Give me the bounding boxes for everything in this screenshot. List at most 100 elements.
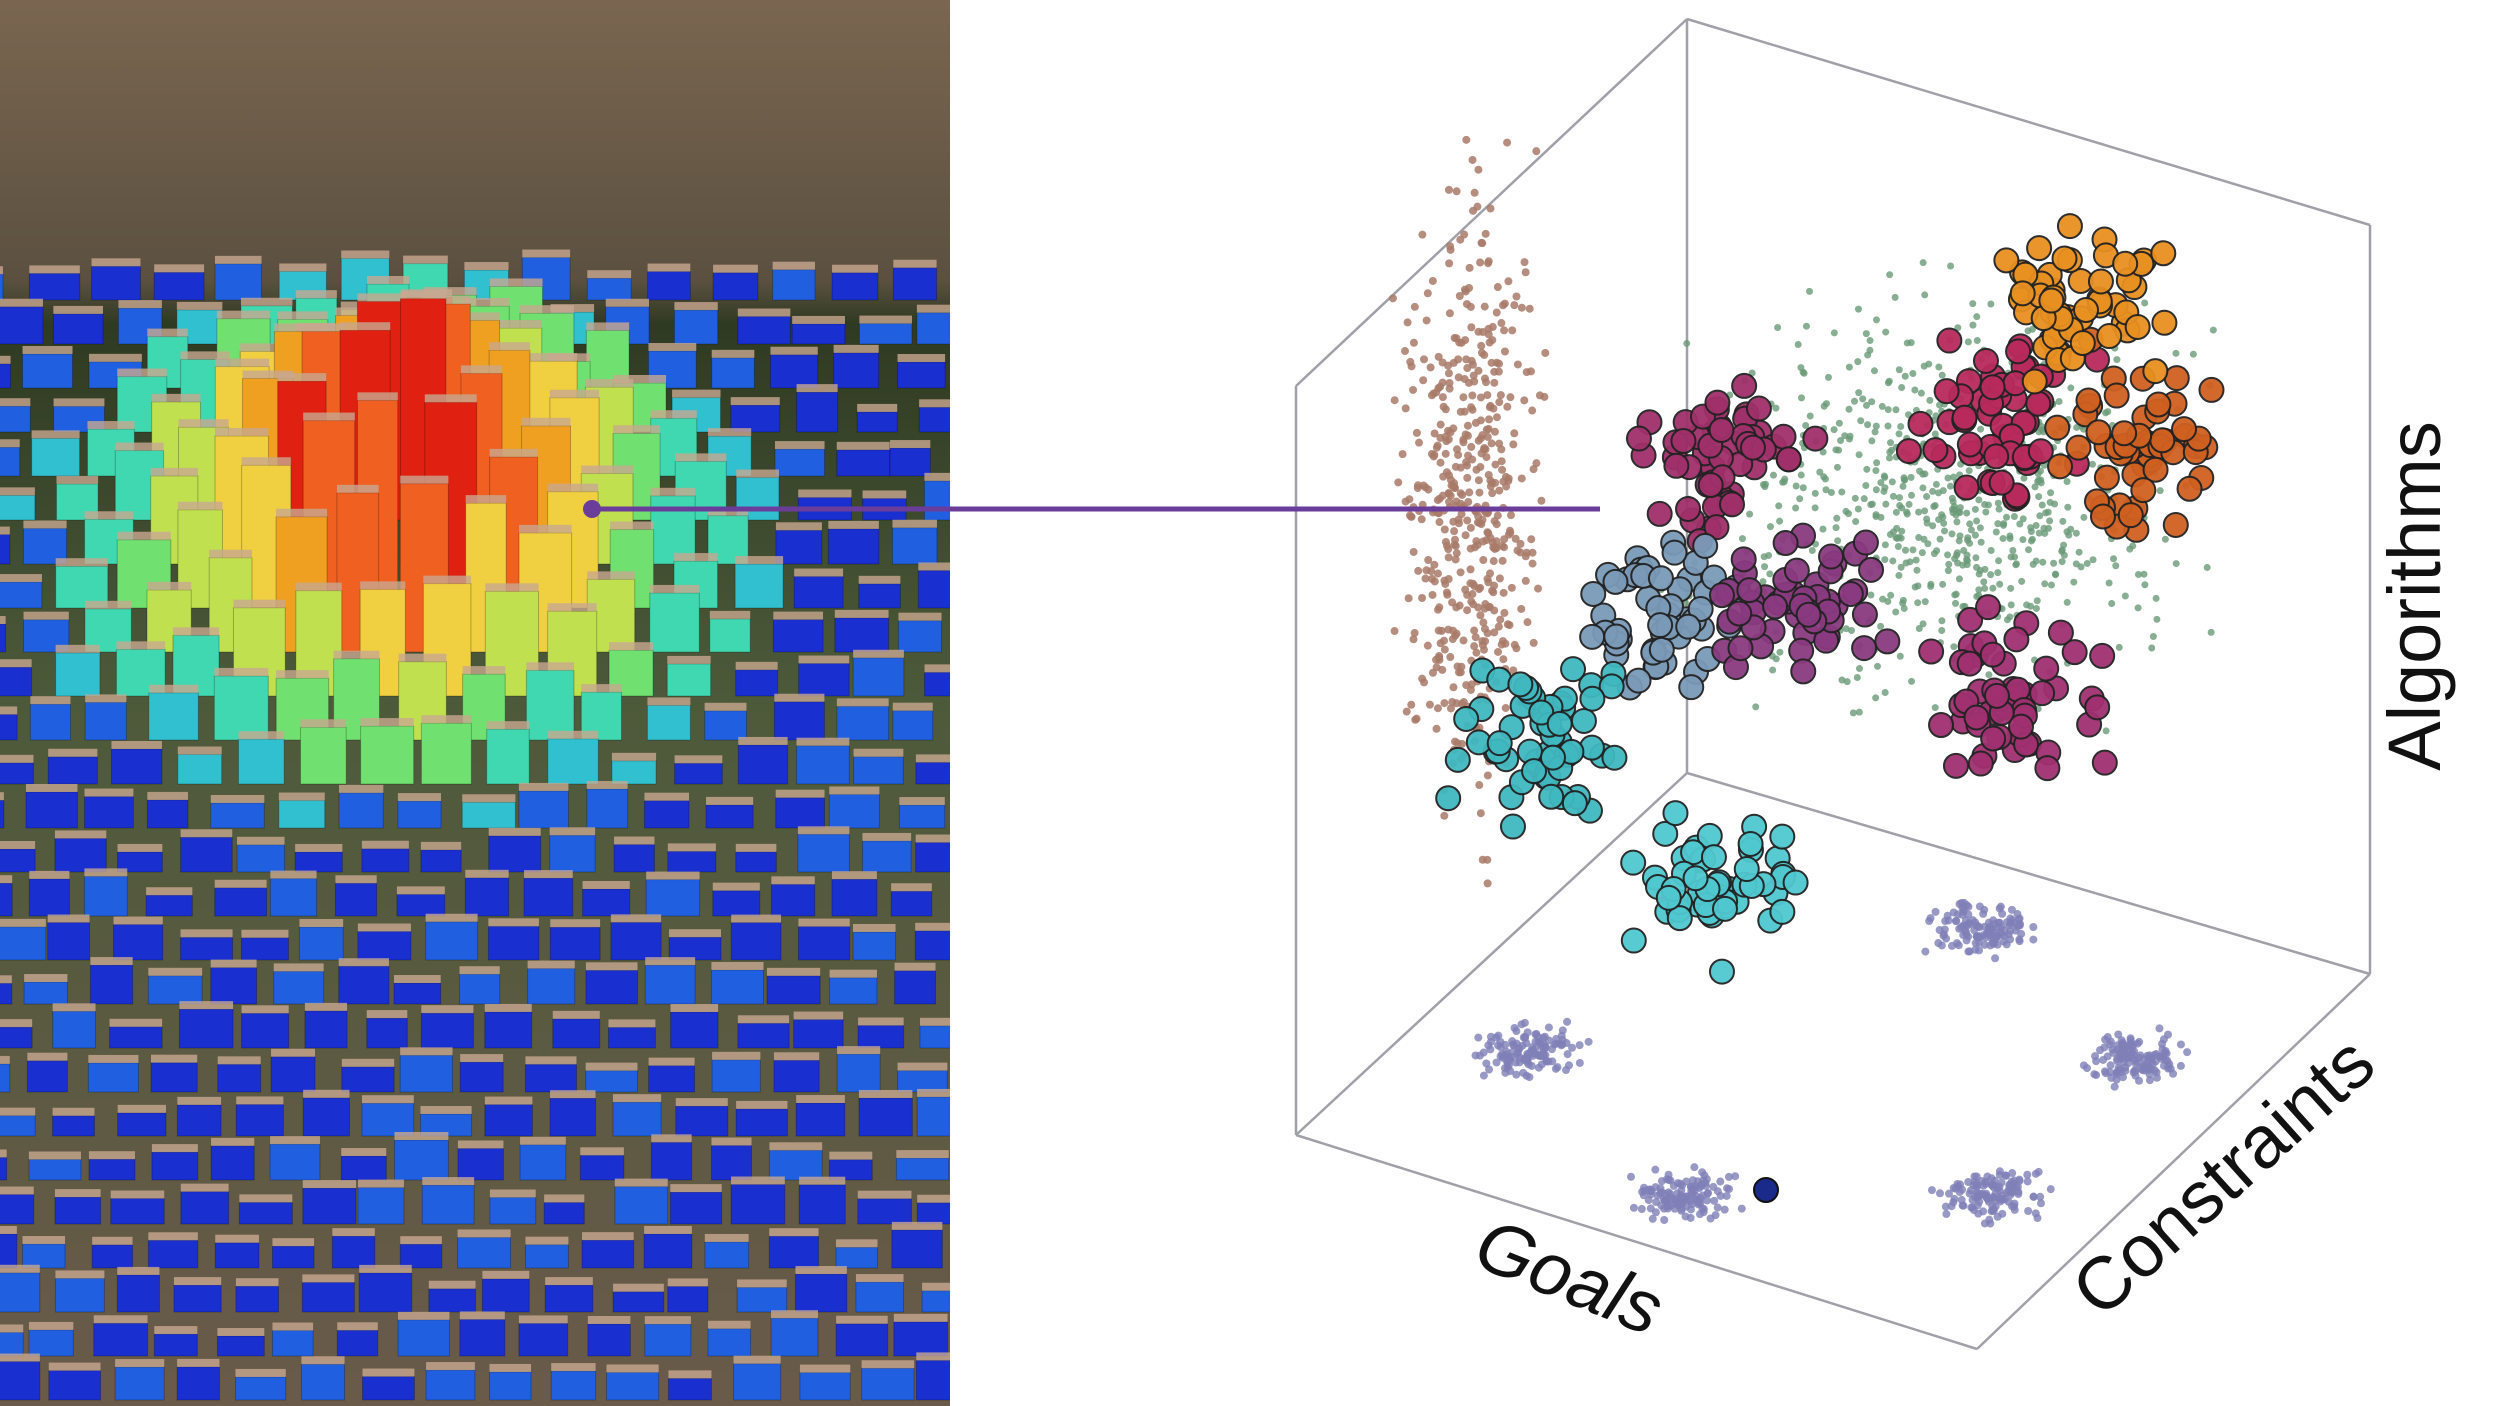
- point: [1975, 1197, 1984, 1206]
- point: [1834, 537, 1842, 545]
- point: [1956, 532, 1964, 540]
- point: [1394, 478, 1403, 487]
- roof: [858, 1089, 913, 1098]
- point: [1837, 580, 1864, 607]
- roof: [84, 511, 134, 520]
- building: [734, 563, 784, 609]
- point: [1872, 422, 1880, 430]
- point: [1529, 465, 1538, 474]
- point: [1921, 291, 1929, 299]
- point: [1452, 699, 1461, 708]
- roof: [214, 255, 262, 264]
- point: [1868, 437, 1876, 445]
- roof: [585, 962, 638, 971]
- point: [1651, 1165, 1660, 1174]
- point: [2009, 546, 2017, 554]
- roof: [586, 780, 628, 789]
- roof: [775, 789, 825, 798]
- building: [585, 1070, 638, 1093]
- building: [606, 1371, 660, 1401]
- building: [836, 705, 890, 741]
- point: [1860, 495, 1868, 503]
- point: [2031, 1209, 2040, 1218]
- point: [1928, 711, 1955, 738]
- building: [730, 404, 781, 433]
- point: [1720, 1205, 1729, 1214]
- building: [772, 619, 824, 653]
- roof: [84, 868, 128, 877]
- roof: [273, 963, 324, 972]
- roof: [180, 929, 233, 938]
- roof: [361, 840, 409, 849]
- point: [1647, 565, 1674, 592]
- point: [1532, 459, 1541, 468]
- roof: [302, 1180, 357, 1189]
- point: [1983, 443, 2010, 470]
- building: [31, 437, 81, 477]
- point: [2163, 365, 2190, 392]
- point: [1971, 505, 1979, 513]
- point: [1914, 599, 1922, 607]
- point: [1967, 750, 1994, 777]
- building: [524, 1244, 569, 1269]
- roof: [422, 1177, 475, 1186]
- point: [1938, 627, 1946, 635]
- point: [1947, 262, 1955, 270]
- roof: [924, 664, 950, 673]
- point: [1510, 640, 1519, 649]
- roof: [154, 264, 205, 273]
- roof: [521, 417, 571, 426]
- point: [1675, 495, 1702, 522]
- point: [1474, 603, 1483, 612]
- point: [2117, 502, 2144, 529]
- roof: [336, 484, 379, 493]
- point: [1975, 594, 2002, 621]
- point: [1620, 927, 1647, 954]
- point: [2112, 562, 2120, 570]
- point: [2058, 558, 2066, 566]
- point: [1932, 480, 1940, 488]
- point: [1450, 479, 1459, 488]
- roof: [92, 1236, 133, 1245]
- point: [1432, 655, 1441, 664]
- point: [2046, 517, 2054, 525]
- roof: [0, 1055, 10, 1064]
- building: [795, 745, 850, 785]
- roof: [862, 832, 912, 841]
- scatter-points: [1388, 135, 2225, 1228]
- point: [1944, 1189, 1953, 1198]
- point: [2103, 1052, 2112, 1061]
- roof: [919, 399, 950, 408]
- point: [1477, 449, 1486, 458]
- point: [1991, 954, 2000, 963]
- point: [1454, 373, 1463, 382]
- point: [1432, 443, 1441, 452]
- roof: [735, 661, 778, 670]
- roof: [525, 1056, 577, 1065]
- point: [2073, 297, 2100, 324]
- point: [1540, 392, 1549, 401]
- point: [1390, 396, 1399, 405]
- roof: [898, 612, 942, 621]
- roof: [0, 1149, 7, 1158]
- building: [0, 534, 11, 565]
- point: [1988, 939, 1997, 948]
- point: [1975, 496, 1983, 504]
- point: [1889, 492, 1897, 500]
- point: [2161, 535, 2169, 543]
- point: [1504, 474, 1513, 483]
- building: [737, 1022, 790, 1049]
- roof: [236, 1096, 284, 1105]
- point: [1914, 582, 1922, 590]
- point: [1476, 258, 1485, 267]
- building: [0, 1115, 36, 1137]
- roof: [271, 1048, 316, 1057]
- point: [1403, 318, 1412, 327]
- point: [1446, 245, 1455, 254]
- point: [2007, 584, 2015, 592]
- roof: [52, 1003, 96, 1012]
- point: [1938, 371, 1946, 379]
- roof: [731, 1176, 785, 1185]
- building: [643, 800, 690, 829]
